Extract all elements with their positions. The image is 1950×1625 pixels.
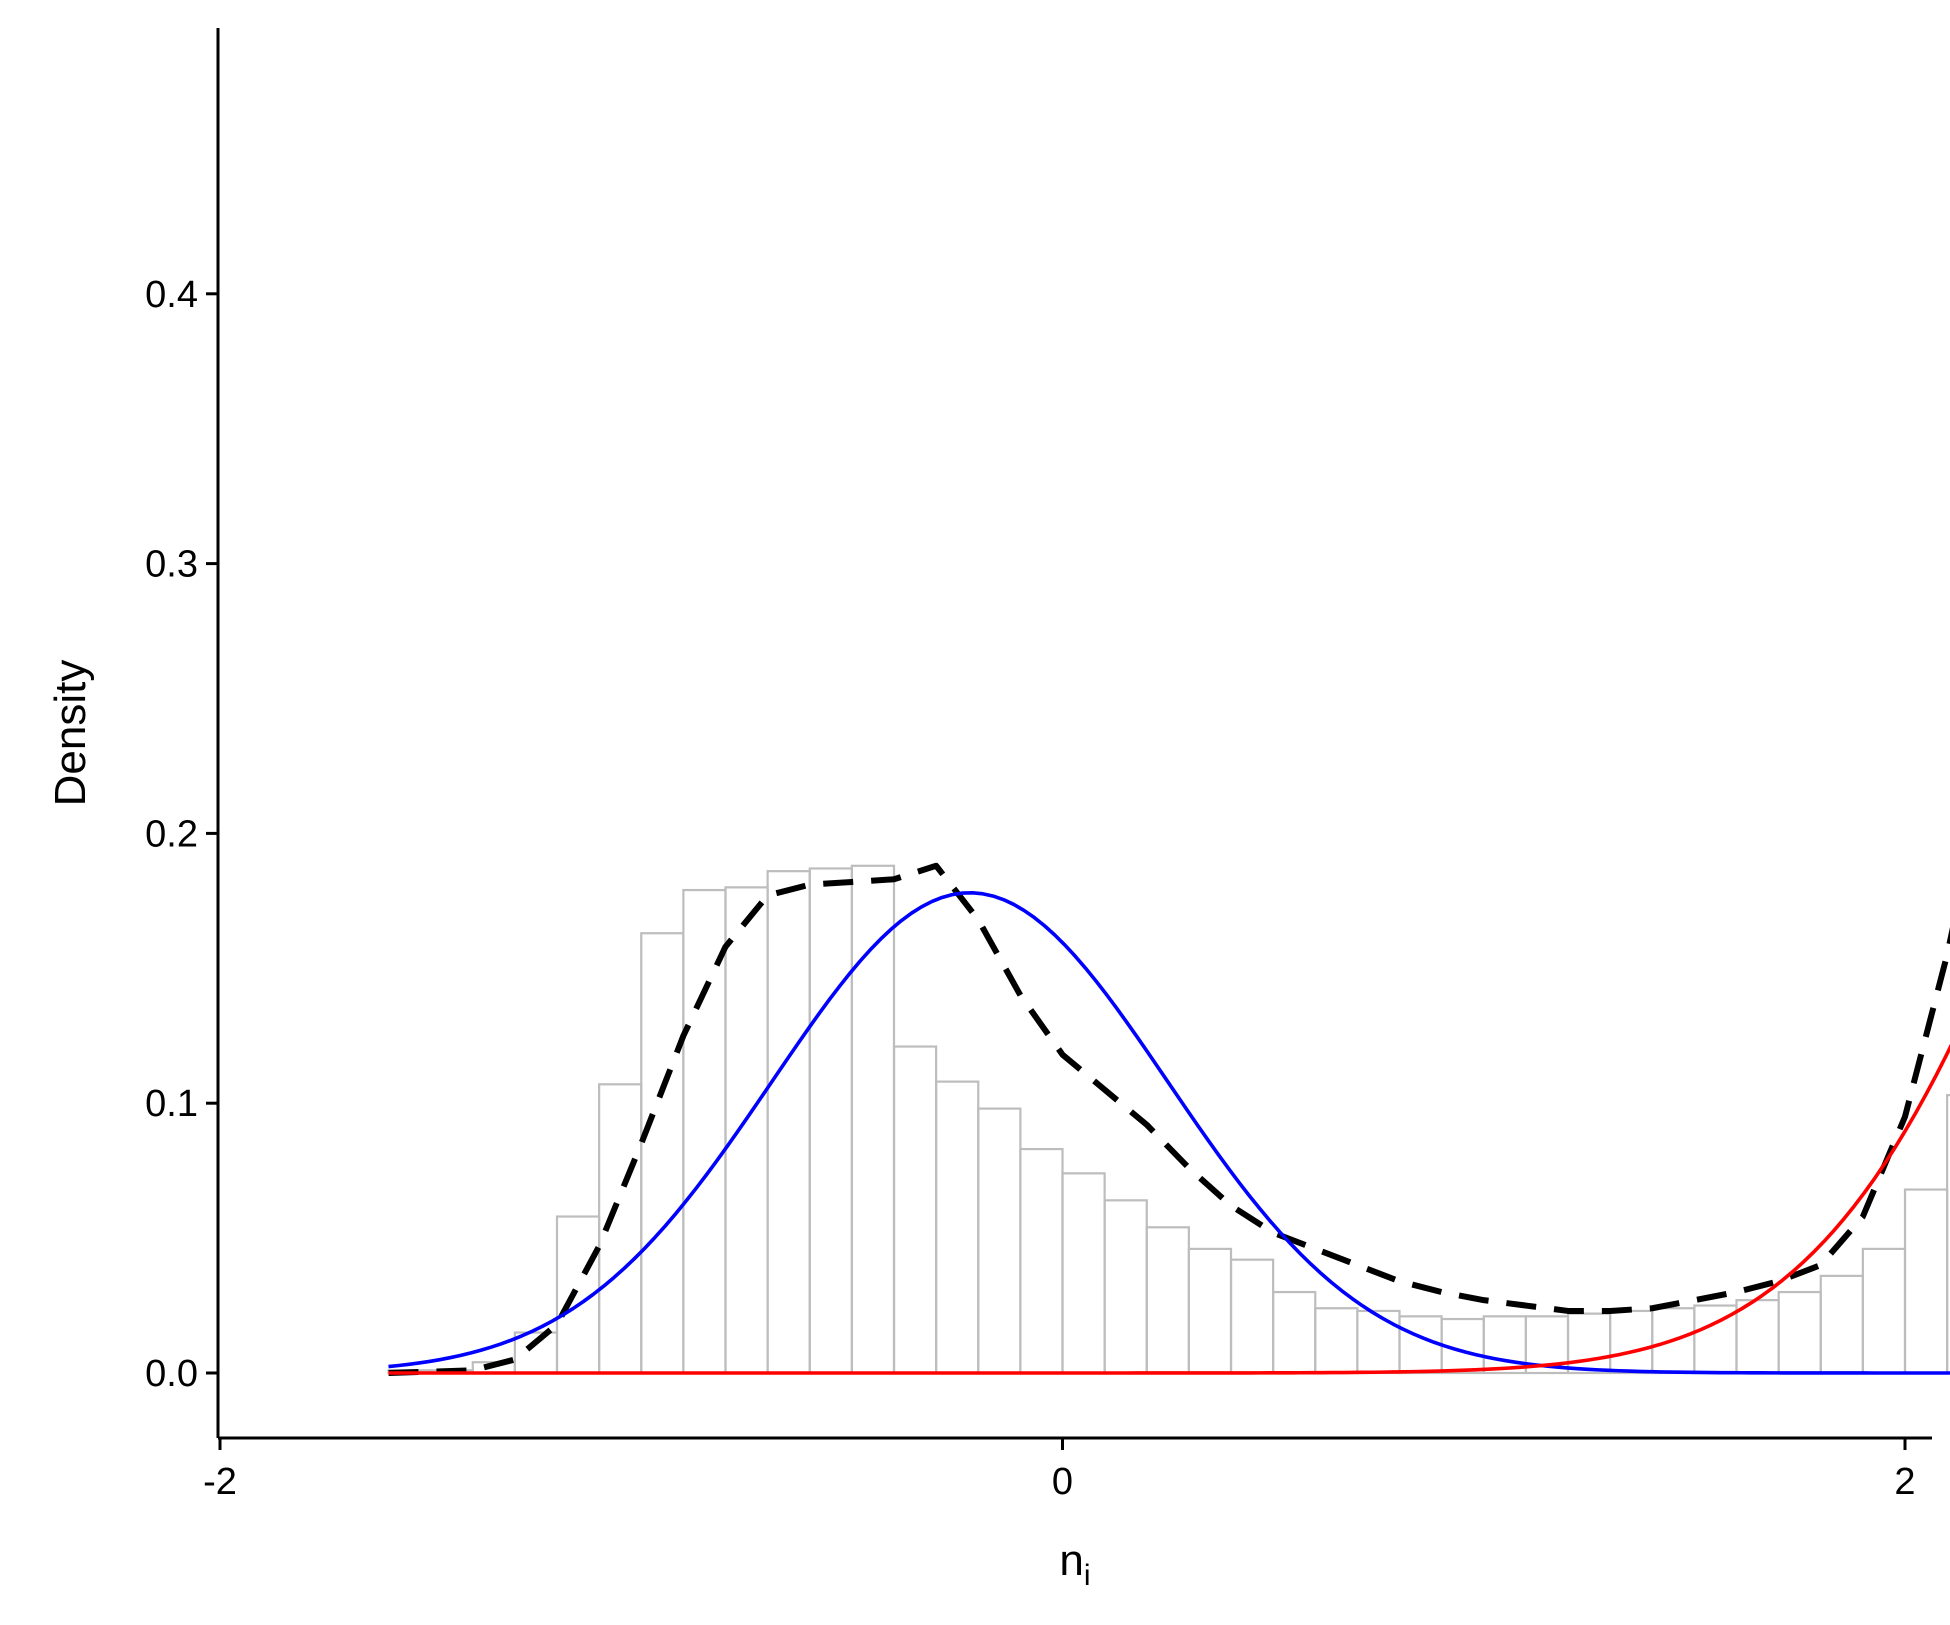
histogram-bar [1609, 1309, 1654, 1375]
fitted-curves [388, 862, 1950, 1376]
histogram-bar [892, 1045, 938, 1375]
histogram-bar [1187, 1247, 1233, 1375]
y-tick-label: 0.0 [145, 1353, 198, 1395]
histogram-bar [640, 932, 685, 1375]
histogram-bar [724, 886, 769, 1375]
histogram-bar [935, 1080, 980, 1375]
x-tick-label: 2 [1894, 1461, 1915, 1503]
y-tick-label: 0.4 [145, 274, 198, 316]
y-tick-label: 0.1 [145, 1083, 198, 1125]
histogram-bar [808, 867, 853, 1375]
histogram-bar [1145, 1226, 1190, 1375]
normal-curve-blue [388, 891, 1950, 1375]
histogram-bar [1314, 1307, 1359, 1375]
histogram-bar [1103, 1199, 1148, 1375]
histogram-bar [977, 1107, 1022, 1375]
y-axis-title: Density [46, 660, 95, 807]
y-tick-label: 0.3 [145, 544, 198, 586]
histogram-bar [1272, 1290, 1317, 1375]
histogram-bar [1061, 1172, 1106, 1375]
histogram-bar [1903, 1188, 1949, 1375]
histogram-bar [1019, 1147, 1064, 1375]
histogram-bar [766, 870, 811, 1375]
x-axis-ticks: -20246 [203, 1438, 1916, 1503]
histogram-bar [1946, 1094, 1950, 1375]
histogram-bar [1229, 1258, 1275, 1375]
x-tick-label: 0 [1052, 1461, 1073, 1503]
histogram-bar [850, 864, 896, 1375]
histogram-bar [1398, 1315, 1443, 1375]
y-axis-ticks: 0.0 0.1 0.2 0.3 0.4 [145, 274, 218, 1395]
histogram-bar [1861, 1247, 1907, 1375]
histogram-bars [387, 864, 1950, 1375]
y-tick-label: 0.2 [145, 813, 198, 855]
histogram-bar [1735, 1299, 1780, 1375]
x-axis-title: ni [1059, 1536, 1090, 1592]
x-axis-title-subscript: i [1084, 1559, 1091, 1592]
histogram-bar [1566, 1312, 1612, 1375]
normal-curve-red [388, 1043, 1950, 1375]
histogram-bar [1777, 1290, 1822, 1375]
kde-curve [388, 862, 1950, 1376]
histogram-bar [1356, 1309, 1401, 1375]
x-tick-label: -2 [203, 1461, 237, 1503]
histogram-bar [1819, 1274, 1864, 1375]
